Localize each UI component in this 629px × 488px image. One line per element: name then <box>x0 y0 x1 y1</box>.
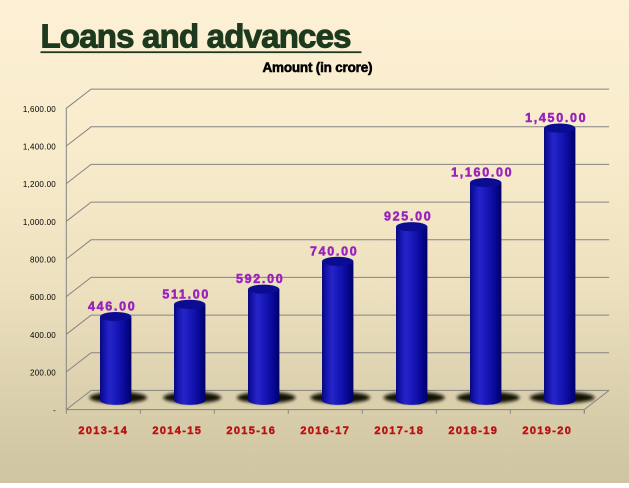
svg-text:592.00: 592.00 <box>236 272 284 286</box>
svg-text:1,450.00: 1,450.00 <box>525 111 587 125</box>
svg-text:446.00: 446.00 <box>88 300 136 314</box>
svg-text:400.00: 400.00 <box>30 331 56 340</box>
svg-text:800.00: 800.00 <box>30 256 56 265</box>
svg-text:-: - <box>53 406 56 415</box>
svg-text:1,160.00: 1,160.00 <box>451 166 513 180</box>
svg-text:200.00: 200.00 <box>30 368 56 377</box>
svg-text:2019-20: 2019-20 <box>522 425 572 437</box>
svg-text:740.00: 740.00 <box>310 244 358 258</box>
svg-text:925.00: 925.00 <box>384 210 432 224</box>
svg-text:Loans and advances: Loans and advances <box>41 17 351 54</box>
svg-text:2016-17: 2016-17 <box>300 425 350 437</box>
svg-text:1,200.00: 1,200.00 <box>23 180 56 189</box>
svg-text:2014-15: 2014-15 <box>152 425 202 437</box>
svg-text:2013-14: 2013-14 <box>78 425 128 437</box>
svg-text:600.00: 600.00 <box>30 293 56 302</box>
svg-text:2017-18: 2017-18 <box>374 425 424 437</box>
svg-text:1,400.00: 1,400.00 <box>23 143 56 152</box>
svg-text:511.00: 511.00 <box>162 287 210 301</box>
svg-text:Amount (in crore): Amount (in crore) <box>262 60 372 75</box>
svg-text:2015-16: 2015-16 <box>226 425 276 437</box>
svg-text:2018-19: 2018-19 <box>448 425 498 437</box>
svg-text:1,600.00: 1,600.00 <box>23 105 56 114</box>
svg-text:1,000.00: 1,000.00 <box>23 218 56 227</box>
